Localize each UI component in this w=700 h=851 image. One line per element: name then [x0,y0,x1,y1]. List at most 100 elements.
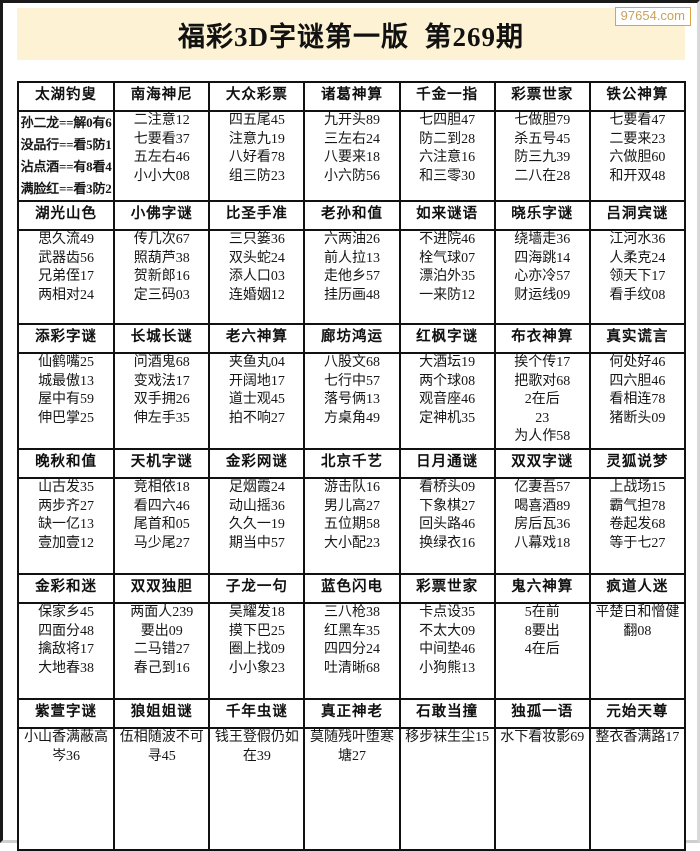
column-header[interactable]: 真实谎言 [589,324,687,354]
column-header[interactable]: 比圣手准 [209,201,306,231]
column-header[interactable]: 如来谜语 [399,201,496,231]
riddle-line: 钱王登假仍如在39 [214,730,299,764]
riddle-cell[interactable]: 整衣香满路17 [589,728,687,851]
column-header[interactable]: 鬼六神算 [494,574,591,604]
riddle-cell[interactable]: 二注意12 七要看37 五左右46 小小大08 [114,111,211,202]
column-header[interactable]: 晚秋和值 [19,449,116,479]
column-header[interactable]: 北京千艺 [304,449,401,479]
riddle-cell[interactable]: 江河水36 人柔克24 领天下17 看手纹08 [589,230,687,325]
riddle-cell[interactable]: 不进院46 栓气球07 漂泊外35 一来防12 [399,230,496,325]
column-header[interactable]: 金彩网谜 [209,449,306,479]
riddle-cell[interactable]: 绕墙走36 四海跳14 心亦冷57 财运线09 [494,230,591,325]
riddle-cell[interactable]: 夹鱼丸04 开阔地17 道士观45 拍不响27 [209,353,306,450]
column-header[interactable]: 湖光山色 [19,201,116,231]
riddle-cell[interactable]: 三八枪38 红黑车35 四四分24 吐清晰68 [304,603,401,700]
column-header[interactable]: 老孙和值 [304,201,401,231]
riddle-cell[interactable]: 足烟霞24 动山摇36 久久一19 期当中57 [209,478,306,575]
column-header[interactable]: 长城长谜 [114,324,211,354]
column-header[interactable]: 天机字谜 [114,449,211,479]
riddle-cell[interactable]: 传几次67 照葫芦38 贺新郎16 定三码03 [114,230,211,325]
riddle-cell[interactable]: 游击队16 男儿高27 五位期58 大小配23 [304,478,401,575]
column-header[interactable]: 元始天尊 [589,699,687,729]
column-header[interactable]: 紫萱字谜 [19,699,116,729]
column-header[interactable]: 大众彩票 [209,83,306,112]
riddle-cell[interactable]: 六两油26 前人拉13 走他乡57 挂历画48 [304,230,401,325]
riddle-cell[interactable]: 七四胆47 防二到28 六注意16 和三零30 [399,111,496,202]
riddle-cell[interactable]: 问酒鬼68 变戏法17 双手拥26 伸左手35 [114,353,211,450]
riddle-cell[interactable]: 亿妻吾57 喝喜酒89 房后瓦36 八幕戏18 [494,478,591,575]
column-header[interactable]: 金彩和迷 [19,574,116,604]
riddle-cell[interactable]: 竞相依18 看四六46 尾首和05 马少尾27 [114,478,211,575]
column-header[interactable]: 疯道人迷 [589,574,687,604]
column-header[interactable]: 日月通谜 [399,449,496,479]
column-header[interactable]: 铁公神算 [589,83,687,112]
column-header[interactable]: 布衣神算 [494,324,591,354]
riddle-cell[interactable]: 移步袜生尘15 [399,728,496,851]
riddle-cell[interactable]: 何处好46 四六胆46 看相连78 猪断头09 [589,353,687,450]
column-header[interactable]: 太湖钓叟 [19,83,116,112]
riddle-cell[interactable]: 山古发35 两步齐27 缺一亿13 壹加壹12 [19,478,116,575]
riddle-cell[interactable]: 八股文68 七行中57 落号俩13 方桌角49 [304,353,401,450]
riddle-cell[interactable]: 思久流49 武器齿56 兄弟侄17 两相对24 [19,230,116,325]
riddle-cell[interactable]: 莫随残叶堕寒塘27 [304,728,401,851]
riddle-line: 四六胆46 [609,373,666,389]
riddle-line: 把歌对68 [514,373,571,389]
column-header[interactable]: 小佛字谜 [114,201,211,231]
riddle-cell[interactable]: 九开头89 三左右24 八要来18 小六防56 [304,111,401,202]
riddle-cell[interactable]: 吴耀发18 摸下巴25 圈上找09 小小象23 [209,603,306,700]
column-header[interactable]: 吕洞宾谜 [589,201,687,231]
riddle-line: 大小配23 [323,535,380,551]
column-header[interactable]: 子龙一句 [209,574,306,604]
riddle-line: 整衣香满路17 [595,730,680,745]
column-header[interactable]: 晓乐字谜 [494,201,591,231]
column-header[interactable]: 石敢当撞 [399,699,496,729]
column-header[interactable]: 灵狐说梦 [589,449,687,479]
column-header[interactable]: 红枫字谜 [399,324,496,354]
column-header[interactable]: 双双独胆 [114,574,211,604]
riddle-cell[interactable]: 四五尾45 注意九19 八好看78 组三防23 [209,111,306,202]
riddle-cell[interactable]: 挨个传17 把歌对68 2在后 23 为人作58 [494,353,591,450]
column-header[interactable]: 彩票世家 [399,574,496,604]
column-header[interactable]: 老六神算 [209,324,306,354]
riddle-line: 上战场15 [609,480,666,495]
column-header[interactable]: 千年虫谜 [209,699,306,729]
riddle-cell[interactable]: 上战场15 霸气担78 卷起发68 等于七27 [589,478,687,575]
riddle-cell[interactable]: 伍相随波不可寻45 [114,728,211,851]
riddle-cell[interactable]: 看桥头09 下象棋27 回头路46 换绿衣16 [399,478,496,575]
riddle-cell[interactable]: 孙二龙==解0有6 没品行==看5防1 沾点酒==有8看4 满脸红==看3防2 [19,111,116,202]
riddle-cell[interactable]: 小山香满蔽高岑36 [19,728,116,851]
riddle-line: 卷起发68 [609,517,666,532]
riddle-cell[interactable]: 5在前 8要出 4在后 [494,603,591,700]
riddle-line: 吐清晰68 [323,660,380,676]
riddle-line: 城最傲13 [38,373,95,389]
column-header[interactable]: 彩票世家 [494,83,591,112]
riddle-line: 七做胆79 [514,113,571,128]
riddle-cell[interactable]: 保家乡45 四面分48 擒敌将17 大地春38 [19,603,116,700]
riddle-cell[interactable]: 两面人239 要出09 二马错27 春己到16 [114,603,211,700]
riddle-cell[interactable]: 水下看妆影69 [494,728,591,851]
column-header[interactable]: 双双字谜 [494,449,591,479]
riddle-cell[interactable]: 平楚日和憎健翻08 [589,603,687,700]
riddle-cell[interactable]: 卡点设35 不太大09 中间垫46 小狗熊13 [399,603,496,700]
riddle-cell[interactable]: 仙鹤嘴25 城最傲13 屋中有59 伸巴掌25 [19,353,116,450]
column-header[interactable]: 诸葛神算 [304,83,401,112]
column-header[interactable]: 狼姐姐谜 [114,699,211,729]
riddle-line: 水下看妆影69 [500,730,585,745]
column-header[interactable]: 添彩字谜 [19,324,116,354]
riddle-line: 圈上找09 [228,642,285,657]
column-header[interactable]: 千金一指 [399,83,496,112]
column-header[interactable]: 蓝色闪电 [304,574,401,604]
riddle-cell[interactable]: 七要看47 二要来23 六做胆60 和开双48 [589,111,687,202]
riddle-cell[interactable]: 钱王登假仍如在39 [209,728,306,851]
riddle-line: 开阔地17 [228,373,285,389]
column-header[interactable]: 独孤一语 [494,699,591,729]
column-header[interactable]: 真正神老 [304,699,401,729]
riddle-cell[interactable]: 三只篓36 双头蛇24 添人口03 连婚姻12 [209,230,306,325]
riddle-line: 游击队16 [323,480,380,495]
column-header[interactable]: 廊坊鸿运 [304,324,401,354]
riddle-line: 三只篓36 [228,232,285,247]
riddle-cell[interactable]: 大酒坛19 两个球08 观音座46 定神机35 [399,353,496,450]
riddle-line: 23 [535,410,550,426]
riddle-cell[interactable]: 七做胆79 杀五号45 防三九39 二八在28 [494,111,591,202]
column-header[interactable]: 南海神尼 [114,83,211,112]
